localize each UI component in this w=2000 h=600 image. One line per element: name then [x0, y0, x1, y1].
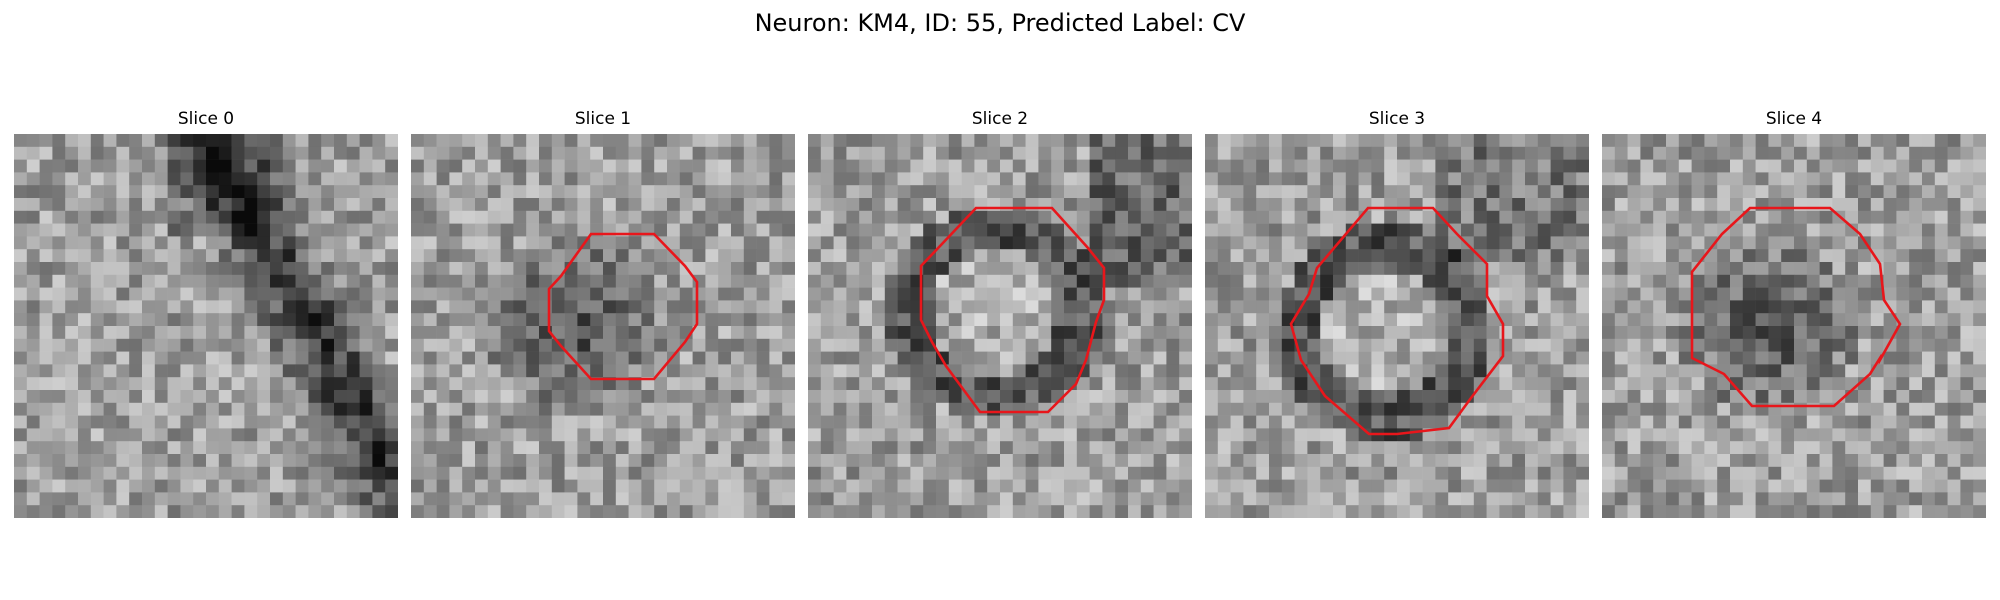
figure-title: Neuron: KM4, ID: 55, Predicted Label: CV: [754, 9, 1246, 37]
slice-image-4: [1602, 134, 1986, 518]
slice-image-2: [808, 134, 1192, 518]
slice-image-1: [411, 134, 795, 518]
pixel-grid: [1602, 134, 1986, 518]
slice-image-0: [14, 134, 398, 518]
slice-panel-1: Slice 1: [411, 108, 795, 518]
roi-contour: [919, 206, 1106, 414]
slice-title: Slice 3: [1368, 109, 1426, 129]
slice-title: Slice 1: [574, 109, 632, 129]
pixel-grid: [1205, 134, 1589, 518]
roi-contour: [1690, 206, 1902, 408]
slice-panel-3: Slice 3: [1205, 108, 1589, 518]
roi-contour: [547, 232, 699, 381]
pixel-grid: [411, 134, 795, 518]
pixel-grid: [14, 134, 398, 518]
slice-title: Slice 4: [1765, 109, 1823, 129]
slice-title: Slice 0: [177, 109, 235, 129]
slice-image-3: [1205, 134, 1589, 518]
pixel-grid: [808, 134, 1192, 518]
slice-panel-2: Slice 2: [808, 108, 1192, 518]
slice-panel-0: Slice 0: [14, 108, 398, 518]
slice-panel-4: Slice 4: [1602, 108, 1986, 518]
slice-title: Slice 2: [971, 109, 1029, 129]
roi-contour: [1289, 206, 1505, 436]
